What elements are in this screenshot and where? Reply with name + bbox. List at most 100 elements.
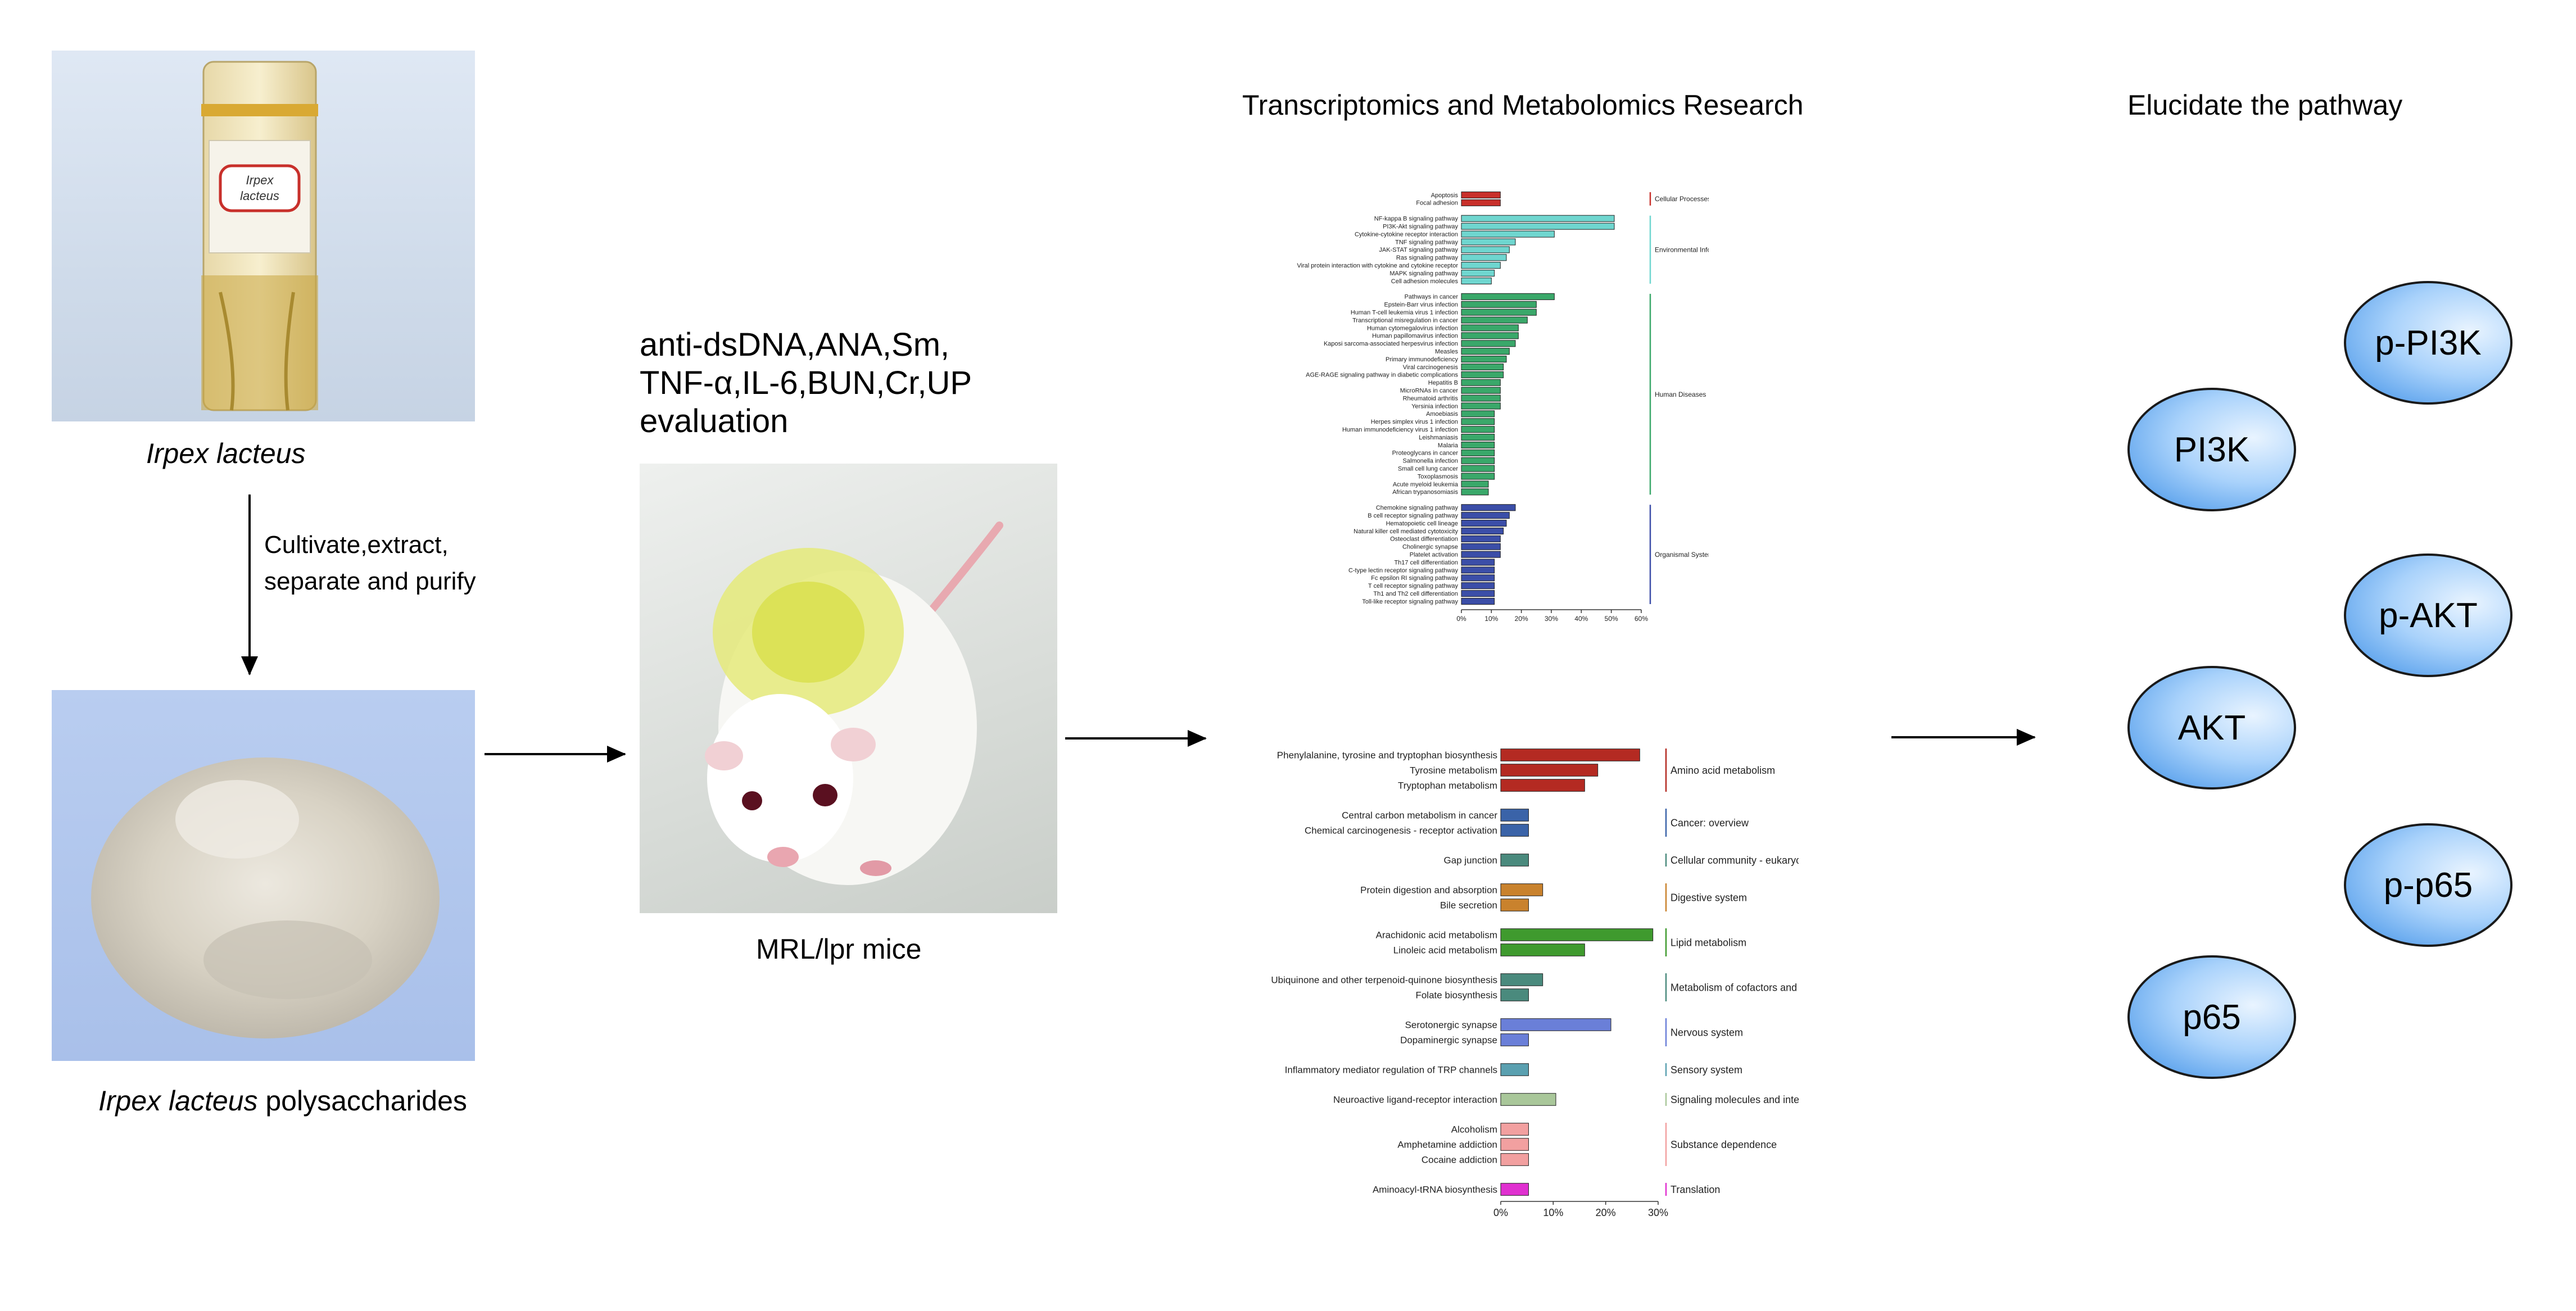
bar-amphetamine-addiction [1500, 1138, 1529, 1151]
bar-pi3k-akt-signaling-pathway [1461, 223, 1615, 230]
category-label-nf-kappa-b-signaling-pathway: NF-kappa B signaling pathway [1374, 216, 1459, 223]
p65-label: p65 [2183, 997, 2241, 1037]
category-label-toll-like-receptor-signaling-pathway: Toll-like receptor signaling pathway [1362, 598, 1458, 605]
category-label-chemokine-signaling-pathway: Chemokine signaling pathway [1376, 505, 1459, 511]
p-akt-node: p-AKT [2344, 554, 2512, 677]
category-label-ras-signaling-pathway: Ras signaling pathway [1396, 255, 1459, 261]
bar-linoleic-acid-metabolism [1500, 943, 1585, 956]
group-label-digestive-system: Digestive system [1670, 892, 1747, 903]
p-p65-label: p-p65 [2383, 865, 2473, 905]
category-label-proteoglycans-in-cancer: Proteoglycans in cancer [1392, 450, 1459, 457]
category-label-focal-adhesion: Focal adhesion [1416, 200, 1458, 207]
bar-ubiquinone-and-other-terpenoid-quinone-biosynthesis [1500, 973, 1543, 986]
x-tick-label: 0% [1493, 1207, 1508, 1218]
category-label-aminoacyl-trna-biosynthesis: Aminoacyl-tRNA biosynthesis [1373, 1184, 1497, 1195]
bar-toll-like-receptor-signaling-pathway [1461, 597, 1495, 605]
group-label-organismal-systems: Organismal Systems [1655, 551, 1709, 559]
category-label-human-t-cell-leukemia-virus-1-infection: Human T-cell leukemia virus 1 infection [1351, 310, 1458, 316]
irpex-culture-tube-photo: Irpex lacteus [52, 51, 475, 421]
category-label-osteoclast-differentiation: Osteoclast differentiation [1390, 536, 1458, 543]
bar-t-cell-receptor-signaling-pathway [1461, 582, 1495, 589]
category-label-tyrosine-metabolism: Tyrosine metabolism [1410, 765, 1497, 775]
bar-human-immunodeficiency-virus-1-infection [1461, 426, 1495, 433]
bar-human-t-cell-leukemia-virus-1-infection [1461, 309, 1537, 316]
category-label-serotonergic-synapse: Serotonergic synapse [1405, 1019, 1497, 1030]
category-label-arachidonic-acid-metabolism: Arachidonic acid metabolism [1376, 929, 1497, 940]
category-label-leishmaniasis: Leishmaniasis [1419, 434, 1458, 441]
bar-inflammatory-mediator-regulation-of-trp-channels [1500, 1063, 1529, 1076]
x-tick-label: 20% [1515, 615, 1528, 623]
group-label-lipid-metabolism: Lipid metabolism [1670, 937, 1746, 948]
category-label-t-cell-receptor-signaling-pathway: T cell receptor signaling pathway [1368, 583, 1458, 589]
tube-label-line1: Irpex [246, 173, 274, 187]
category-label-age-rage-signaling-pathway-in-diabetic-complications: AGE-RAGE signaling pathway in diabetic c… [1306, 372, 1458, 379]
category-label-cytokine-cytokine-receptor-interaction: Cytokine-cytokine receptor interaction [1355, 231, 1458, 238]
bar-fc-epsilon-ri-signaling-pathway [1461, 574, 1495, 582]
category-label-c-type-lectin-receptor-signaling-pathway: C-type lectin receptor signaling pathway [1348, 567, 1459, 574]
bar-cytokine-cytokine-receptor-interaction [1461, 230, 1555, 238]
bar-cocaine-addiction [1500, 1153, 1529, 1166]
bar-salmonella-infection [1461, 457, 1495, 464]
bar-human-cytomegalovirus-infection [1461, 324, 1519, 332]
category-label-fc-epsilon-ri-signaling-pathway: Fc epsilon RI signaling pathway [1371, 575, 1458, 582]
bar-phenylalanine-tyrosine-and-tryptophan-biosynthesis [1500, 749, 1640, 761]
bar-focal-adhesion [1461, 199, 1501, 206]
category-label-human-cytomegalovirus-infection: Human cytomegalovirus infection [1367, 325, 1458, 332]
category-label-inflammatory-mediator-regulation-of-trp-channels: Inflammatory mediator regulation of TRP … [1285, 1064, 1497, 1075]
bar-hematopoietic-cell-lineage [1461, 519, 1507, 527]
powder-caption-italic: Irpex lacteus [98, 1085, 258, 1117]
bar-proteoglycans-in-cancer [1461, 449, 1495, 456]
metabolomics-kegg-chart: Phenylalanine, tyrosine and tryptophan b… [1271, 749, 1799, 1218]
category-label-malaria: Malaria [1438, 442, 1459, 449]
category-label-yersinia-infection: Yersinia infection [1411, 403, 1458, 410]
to-mice-arrow [485, 746, 626, 763]
bar-tnf-signaling-pathway [1461, 238, 1516, 246]
bar-primary-immunodeficiency [1461, 355, 1507, 363]
category-label-hematopoietic-cell-lineage: Hematopoietic cell lineage [1386, 520, 1458, 527]
x-tick-label: 30% [1648, 1207, 1668, 1218]
pi3k-node: PI3K [2127, 388, 2296, 511]
group-label-nervous-system: Nervous system [1670, 1027, 1743, 1038]
category-label-pathways-in-cancer: Pathways in cancer [1405, 294, 1459, 301]
bar-tryptophan-metabolism [1500, 779, 1585, 792]
bar-acute-myeloid-leukemia [1461, 480, 1489, 488]
evaluation-line1: anti-dsDNA,ANA,Sm, [640, 326, 950, 363]
category-label-alcoholism: Alcoholism [1451, 1124, 1497, 1135]
bar-platelet-activation [1461, 551, 1501, 558]
to-research-arrow [1065, 730, 1207, 747]
bar-amoebiasis [1461, 410, 1495, 418]
bar-bile-secretion [1500, 899, 1529, 911]
category-label-viral-carcinogenesis: Viral carcinogenesis [1403, 364, 1459, 371]
category-label-amphetamine-addiction: Amphetamine addiction [1397, 1139, 1497, 1150]
category-label-acute-myeloid-leukemia: Acute myeloid leukemia [1393, 481, 1459, 488]
category-label-jak-stat-signaling-pathway: JAK-STAT signaling pathway [1379, 247, 1458, 253]
bar-cell-adhesion-molecules [1461, 277, 1492, 285]
category-label-viral-protein-interaction-with-cytokine-and-cytokine-receptor: Viral protein interaction with cytokine … [1297, 262, 1458, 269]
category-label-pi3k-akt-signaling-pathway: PI3K-Akt signaling pathway [1383, 224, 1458, 230]
category-label-apoptosis: Apoptosis [1431, 192, 1459, 199]
tube-caption: Irpex lacteus [146, 438, 306, 469]
p-pi3k-node: p-PI3K [2344, 281, 2512, 405]
category-label-rheumatoid-arthritis: Rheumatoid arthritis [1403, 395, 1459, 402]
category-label-amoebiasis: Amoebiasis [1426, 411, 1458, 418]
bar-serotonergic-synapse [1500, 1018, 1611, 1031]
category-label-measles: Measles [1435, 348, 1458, 355]
to-pathway-arrow [1891, 729, 2036, 746]
mouse-caption: MRL/lpr mice [756, 933, 922, 965]
bar-tyrosine-metabolism [1500, 764, 1599, 777]
bar-herpes-simplex-virus-1-infection [1461, 418, 1495, 425]
bar-alcoholism [1500, 1123, 1529, 1136]
bar-c-type-lectin-receptor-signaling-pathway [1461, 566, 1495, 574]
category-label-th17-cell-differentiation: Th17 cell differentiation [1394, 559, 1458, 566]
bar-natural-killer-cell-mediated-cytotoxicity [1461, 527, 1504, 535]
category-label-platelet-activation: Platelet activation [1410, 552, 1458, 559]
bar-micrornas-in-cancer [1461, 387, 1501, 394]
bar-toxoplasmosis [1461, 473, 1495, 480]
x-tick-label: 10% [1484, 615, 1498, 623]
mouse-photo [640, 464, 1057, 913]
group-label-environmental-information-processing: Environmental Information Processing [1655, 246, 1709, 254]
bar-malaria [1461, 441, 1495, 449]
category-label-phenylalanine-tyrosine-and-tryptophan-biosynthesis: Phenylalanine, tyrosine and tryptophan b… [1277, 750, 1497, 760]
bar-central-carbon-metabolism-in-cancer [1500, 809, 1529, 822]
